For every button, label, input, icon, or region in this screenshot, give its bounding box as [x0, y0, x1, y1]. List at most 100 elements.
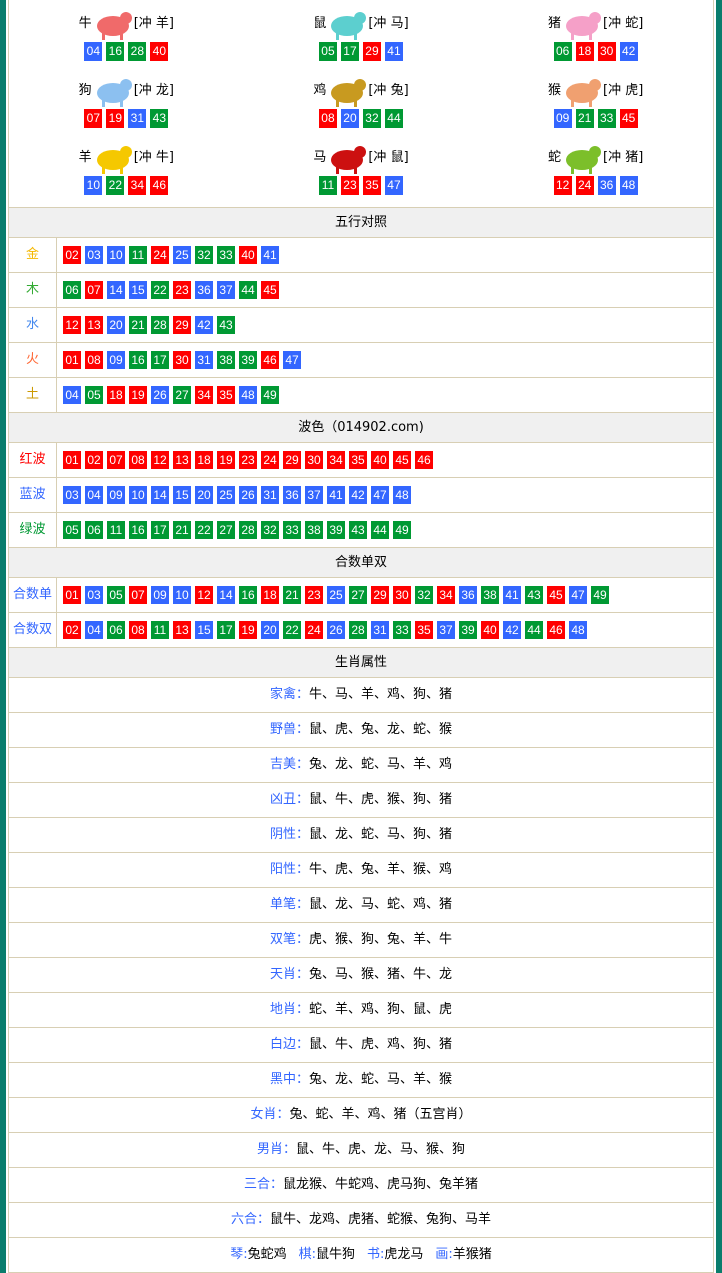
number-ball: 45: [619, 109, 638, 128]
attribute-value: 鼠、虎、兔、龙、蛇、猴: [309, 722, 453, 737]
attribute-cell: 天肖：兔、马、猴、猪、牛、龙: [8, 957, 714, 993]
number-ball: 47: [569, 586, 587, 604]
zodiac-name: 猴: [548, 83, 562, 98]
number-ball: 15: [129, 281, 147, 299]
number-ball: 21: [575, 109, 594, 128]
attribute-cell: 凶丑：鼠、牛、虎、猴、狗、猪: [8, 782, 714, 818]
number-ball: 28: [239, 521, 257, 539]
row-numbers: 02 04 06 08 11 13 15 17 19 20 22 24 26 28 31 33 35 37 39 40…: [56, 612, 714, 648]
table-row: 火 01 08 09 16 17 30 31 38 39 46 47: [8, 342, 714, 378]
number-ball: 01: [63, 451, 81, 469]
number-ball: 45: [393, 451, 411, 469]
table-row: 绿波 05 06 11 16 17 21 22 27 28 32 33 38 39 43 44 49: [8, 512, 714, 548]
number-ball: 44: [239, 281, 257, 299]
number-balls: 01 08 09 16 17 30 31 38 39 46 47: [57, 351, 713, 369]
number-ball: 46: [415, 451, 433, 469]
number-balls: 06 07 14 15 22 23 36 37 44 45: [57, 281, 713, 299]
number-ball: 37: [305, 486, 323, 504]
attribute-cell: 白边：鼠、牛、虎、鸡、狗、猪: [8, 1027, 714, 1063]
attribute-value: 鼠、牛、虎、龙、马、猴、狗: [296, 1142, 466, 1157]
number-ball: 04: [85, 486, 103, 504]
number-ball: 02: [63, 621, 81, 639]
zodiac-clash: [冲 蛇]: [603, 16, 644, 31]
number-ball: 49: [393, 521, 411, 539]
number-ball: 22: [151, 281, 169, 299]
zodiac-name: 马: [313, 150, 327, 165]
attribute-value: 羊猴猪: [452, 1247, 492, 1262]
zodiac-clash: [冲 马]: [368, 16, 409, 31]
row-numbers: 06 07 14 15 22 23 36 37 44 45: [56, 272, 714, 308]
number-ball: 22: [283, 621, 301, 639]
attribute-key: 地肖：: [269, 1002, 309, 1017]
attribute-row: 凶丑：鼠、牛、虎、猴、狗、猪: [8, 782, 714, 818]
attribute-row: 吉美：兔、龙、蛇、马、羊、鸡: [8, 747, 714, 783]
number-ball: 15: [195, 621, 213, 639]
number-ball: 10: [84, 176, 103, 195]
number-ball: 02: [85, 451, 103, 469]
number-ball: 43: [150, 109, 169, 128]
number-ball: 38: [305, 521, 323, 539]
zodiac-name: 鼠: [313, 16, 327, 31]
number-ball: 32: [261, 521, 279, 539]
row-label: 绿波: [8, 512, 57, 548]
attribute-row: 家禽：牛、马、羊、鸡、狗、猪: [8, 677, 714, 713]
row-numbers: 04 05 18 19 26 27 34 35 48 49: [56, 377, 714, 413]
number-balls: 12 13 20 21 28 29 42 43: [57, 316, 713, 334]
number-balls: 12 24 36 48: [478, 176, 713, 195]
attribute-key: 双笔：: [269, 932, 309, 947]
pig-icon: [561, 7, 603, 41]
number-ball: 29: [371, 586, 389, 604]
number-ball: 36: [195, 281, 213, 299]
row-numbers: 05 06 11 16 17 21 22 27 28 32 33 38 39 43 44 49: [56, 512, 714, 548]
attribute-value: 蛇、羊、鸡、狗、鼠、虎: [309, 1002, 453, 1017]
number-ball: 42: [619, 42, 638, 61]
attribute-value: 鼠龙猴、牛蛇鸡、虎马狗、兔羊猪: [283, 1177, 479, 1192]
number-ball: 07: [129, 586, 147, 604]
attribute-row: 白边：鼠、牛、虎、鸡、狗、猪: [8, 1027, 714, 1063]
attribute-key: 阴性：: [269, 827, 309, 842]
zodiac-clash: [冲 鼠]: [368, 150, 409, 165]
number-ball: 20: [261, 621, 279, 639]
number-balls: 11 23 35 47: [244, 176, 479, 195]
number-ball: 30: [305, 451, 323, 469]
attribute-row: 单笔：鼠、龙、马、蛇、鸡、猪: [8, 887, 714, 923]
row-label: 金: [8, 237, 57, 273]
attribute-key: 男肖：: [256, 1142, 296, 1157]
number-ball: 39: [239, 351, 257, 369]
zodiac-header: 牛 [冲 羊]: [9, 6, 244, 42]
zodiac-clash: [冲 猪]: [603, 150, 644, 165]
zodiac-name: 蛇: [548, 150, 562, 165]
number-ball: 27: [349, 586, 367, 604]
number-ball: 48: [239, 386, 257, 404]
zodiac-header: 猴 [冲 虎]: [478, 73, 713, 109]
number-ball: 41: [384, 42, 403, 61]
number-ball: 48: [569, 621, 587, 639]
number-ball: 10: [173, 586, 191, 604]
zodiac-cell: 猪 [冲 蛇] 06 18 30 42: [478, 6, 713, 73]
rat-icon: [326, 7, 368, 41]
table-row: 蓝波 03 04 09 10 14 15 20 25 26 31 36 37 41 42 47 48: [8, 477, 714, 513]
zodiac-clash: [冲 虎]: [603, 83, 644, 98]
attribute-row: 双笔：虎、猴、狗、兔、羊、牛: [8, 922, 714, 958]
number-ball: 23: [239, 451, 257, 469]
attribute-cell: 家禽：牛、马、羊、鸡、狗、猪: [8, 677, 714, 713]
number-ball: 14: [217, 586, 235, 604]
number-ball: 36: [283, 486, 301, 504]
number-ball: 42: [195, 316, 213, 334]
number-ball: 07: [85, 281, 103, 299]
number-ball: 42: [503, 621, 521, 639]
monkey-icon: [561, 74, 603, 108]
row-label: 火: [8, 342, 57, 378]
number-balls: 10 22 34 46: [9, 176, 244, 195]
attribute-key: 棋:: [298, 1247, 316, 1262]
number-ball: 49: [591, 586, 609, 604]
section-header: 波色（014902.com): [8, 412, 714, 443]
zodiac-cell: 鸡 [冲 兔] 08 20 32 44: [244, 73, 479, 140]
row-label: 合数单: [8, 577, 57, 613]
number-ball: 12: [553, 176, 572, 195]
attribute-key: 吉美：: [269, 757, 309, 772]
number-ball: 03: [85, 586, 103, 604]
number-ball: 22: [106, 176, 125, 195]
number-ball: 46: [547, 621, 565, 639]
number-balls: 05 06 11 16 17 21 22 27 28 32 33 38 39 43 44 49: [57, 521, 713, 539]
